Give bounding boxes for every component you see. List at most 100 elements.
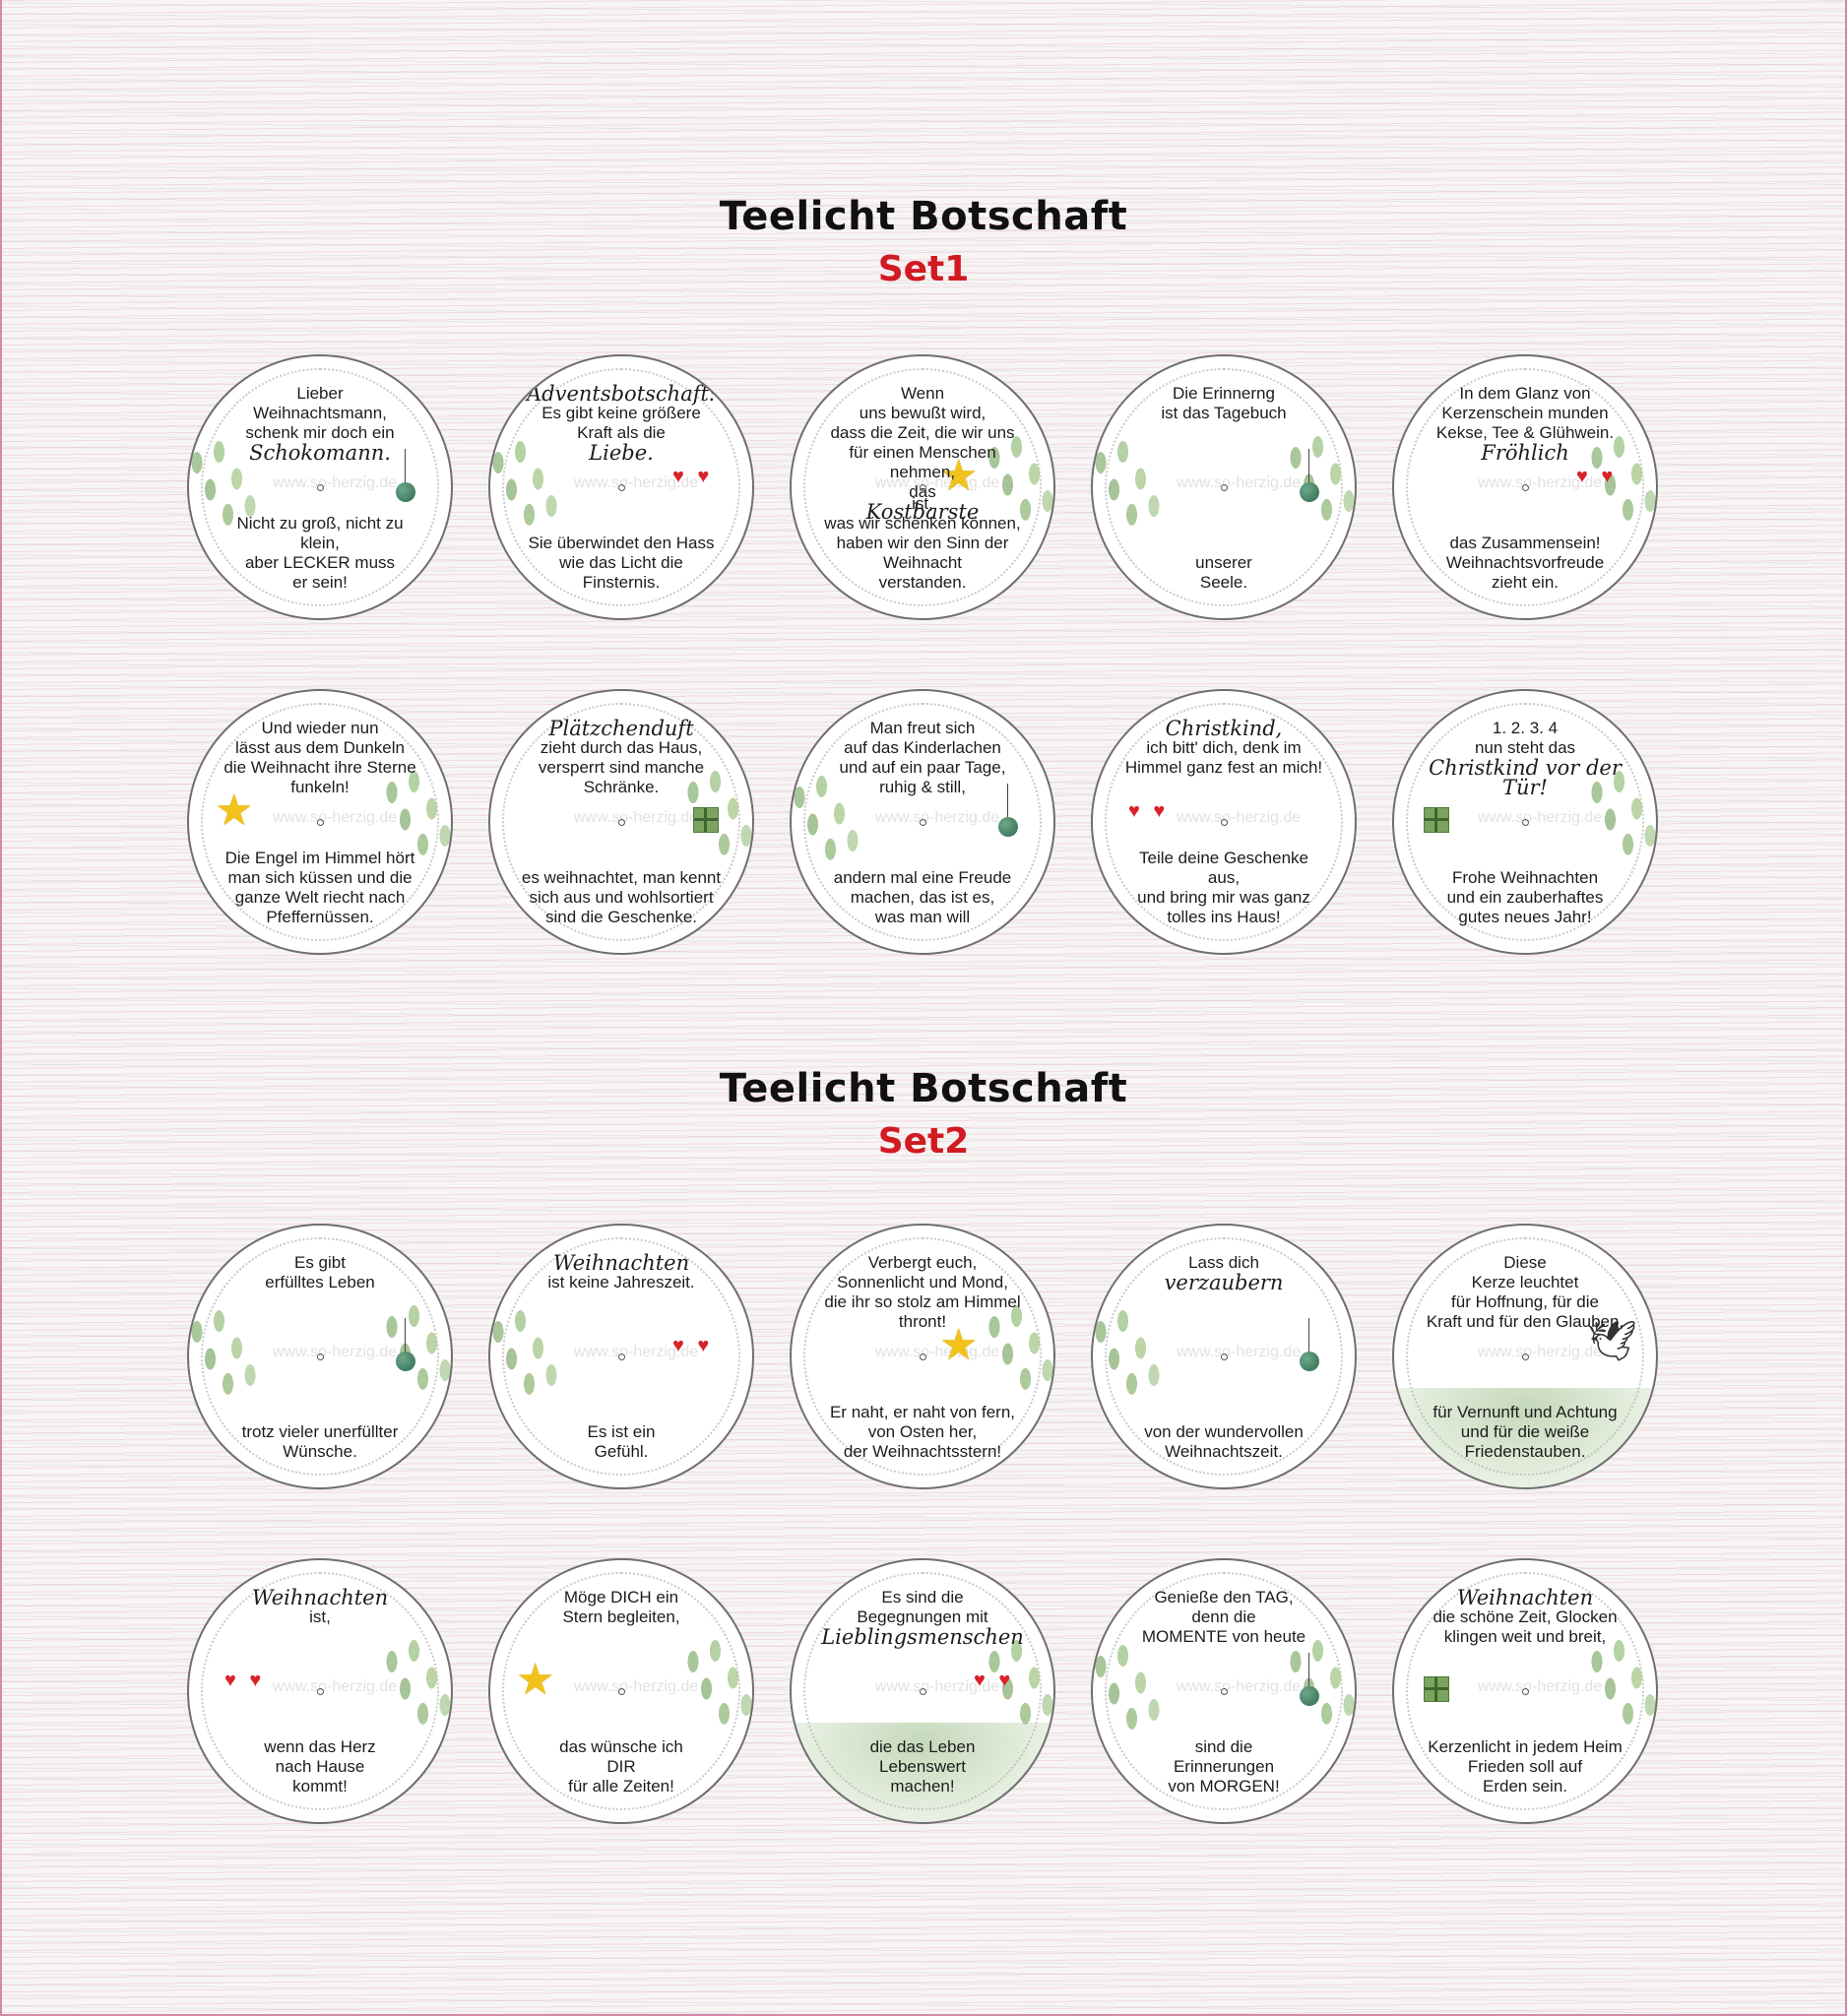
message-bottom: Frohe Weihnachten und ein zauberhaftes gut… (1446, 868, 1604, 926)
message-bottom: Kerzenlicht in jedem Heim Frieden soll au… (1428, 1737, 1623, 1796)
frame-right (1845, 0, 1847, 2016)
hearts-icon: ♥ ♥ (672, 466, 714, 487)
message-bottom: ist, was wir schenken können, haben wir de… (824, 494, 1021, 592)
message-top: Christkind, ich bitt' dich, denk im Himmel… (1122, 719, 1325, 778)
message-bottom: von der wundervollen Weihnachtszeit. (1144, 1422, 1304, 1461)
message-top-text: Genieße den TAG, denn die MOMENTE von heut… (1141, 1588, 1306, 1646)
message-top: Weihnachten die schöne Zeit, Glocken kling… (1424, 1588, 1626, 1647)
script-accent: Liebe. (589, 441, 654, 465)
set-2: Teelicht Botschaft Set2 (0, 1065, 1847, 1164)
wick-hole-icon (618, 819, 625, 826)
dove-icon: 🕊 (1587, 1320, 1637, 1363)
message-top-text: ist keine Jahreszeit. (547, 1273, 695, 1292)
watermark: www.so-herzig.de (1477, 809, 1603, 826)
message-top-text: Es gibt keine größere Kraft als die (541, 404, 701, 442)
tealight-label: www.so-herzig.de Genieße den TAG, denn die… (1091, 1558, 1357, 1824)
wick-hole-icon (920, 819, 926, 826)
leaf-branch-icon (374, 1294, 451, 1403)
hearts-icon: ♥ ♥ (1576, 466, 1618, 487)
wick-hole-icon (1522, 819, 1529, 826)
message-bottom: das wünsche ich DIR für alle Zeiten! (559, 1737, 683, 1796)
star-icon: ★ (516, 1656, 555, 1704)
script-accent: Schokomann. (249, 441, 391, 465)
script-accent: Lieblingsmenschen (821, 1625, 1024, 1649)
tealight-label: www.so-herzig.de ♥ ♥ Es sind die Begegnunge… (790, 1558, 1055, 1824)
tealight-label: www.so-herzig.de Lieber Weihnachtsmann, sch… (187, 354, 453, 620)
message-bottom: für Vernunft und Achtung und für die weiß… (1433, 1403, 1618, 1461)
tealight-label: www.so-herzig.de ★ Möge DICH ein Stern begl… (488, 1558, 754, 1824)
message-bottom: Teile deine Geschenke aus, und bring mir … (1137, 849, 1310, 926)
watermark: www.so-herzig.de (272, 809, 398, 826)
leaf-branch-icon (189, 1299, 268, 1408)
message-top: Genieße den TAG, denn die MOMENTE von heut… (1122, 1588, 1325, 1647)
bauble-icon (1300, 449, 1319, 502)
message-top-text: ist, (309, 1607, 331, 1626)
hearts-icon: ♥ ♥ (1128, 800, 1170, 822)
script-heading: Weihnachten (251, 1586, 389, 1609)
gift-icon (1424, 1676, 1449, 1702)
tealight-label: www.so-herzig.de ★ Wenn uns bewußt wird, das… (790, 354, 1055, 620)
message-top: Es sind die Begegnungen mit Lieblingsmensc… (821, 1588, 1024, 1649)
gift-icon (693, 807, 719, 833)
message-top-text: ich bitt' dich, denk im Himmel ganz fest … (1124, 738, 1323, 777)
message-top-text: Wenn uns bewußt wird, dass die Zeit, die w… (830, 384, 1015, 501)
watermark: www.so-herzig.de (272, 1344, 398, 1360)
wick-hole-icon (618, 484, 625, 491)
bauble-icon (1300, 1653, 1319, 1706)
message-top: Weihnachten ist keine Jahreszeit. (520, 1253, 723, 1292)
watermark: www.so-herzig.de (573, 1678, 699, 1695)
leaf-branch-icon (675, 1629, 752, 1737)
watermark: www.so-herzig.de (874, 809, 1000, 826)
message-top-text: Die Erinnerng ist das Tagebuch (1161, 384, 1287, 422)
leaf-branch-icon (490, 430, 569, 538)
wick-hole-icon (317, 819, 324, 826)
gift-icon (1424, 807, 1449, 833)
star-icon: ★ (939, 452, 979, 500)
leaf-branch-icon (374, 760, 451, 868)
message-top-text: Diese Kerze leuchtet für Hoffnung, für die… (1426, 1253, 1624, 1331)
leaf-branch-icon (977, 1294, 1053, 1403)
message-bottom: es weihnachtet, man kennt sich aus und wo… (521, 868, 722, 926)
watermark: www.so-herzig.de (573, 1344, 699, 1360)
message-top-text: Es sind die Begegnungen mit (857, 1588, 988, 1626)
tealight-label: www.so-herzig.de Man freut sich auf das Ki… (790, 689, 1055, 955)
script-accent: Christkind vor der Tür! (1429, 756, 1622, 799)
set-label: Set1 (877, 249, 970, 289)
message-bottom: Es ist ein Gefühl. (587, 1422, 656, 1461)
watermark: www.so-herzig.de (1176, 1678, 1302, 1695)
leaf-branch-icon (1093, 1299, 1172, 1408)
tealight-label: www.so-herzig.de ♥ ♥ In dem Glanz von Kerze… (1392, 354, 1658, 620)
watermark: www.so-herzig.de (874, 1678, 1000, 1695)
wick-hole-icon (1221, 484, 1228, 491)
message-top: In dem Glanz von Kerzenschein munden Kekse… (1424, 384, 1626, 464)
tealight-label: www.so-herzig.de 1. 2. 3. 4 nun steht das C… (1392, 689, 1658, 955)
tealight-label: www.so-herzig.de Die Erinnerng ist das Tag… (1091, 354, 1357, 620)
message-top: 1. 2. 3. 4 nun steht das Christkind vor de… (1424, 719, 1626, 799)
leaf-branch-icon (977, 1629, 1053, 1737)
leaf-branch-icon (1093, 1634, 1172, 1742)
message-top: Es gibt erfülltes Leben (219, 1253, 421, 1292)
message-bottom: die das Leben Lebenswert machen! (869, 1737, 976, 1796)
message-top-text: Verbergt euch, Sonnenlicht und Mond, die i… (824, 1253, 1021, 1331)
watermark: www.so-herzig.de (1477, 1344, 1603, 1360)
wick-hole-icon (1221, 819, 1228, 826)
set-title: Teelicht Botschaft (719, 1066, 1128, 1111)
watermark: www.so-herzig.de (1176, 474, 1302, 491)
message-top: Verbergt euch, Sonnenlicht und Mond, die i… (821, 1253, 1024, 1332)
message-top: Lass dich verzaubern (1122, 1253, 1325, 1293)
leaf-branch-icon (374, 1629, 451, 1737)
watermark: www.so-herzig.de (1477, 474, 1603, 491)
watermark: www.so-herzig.de (1176, 1344, 1302, 1360)
wick-hole-icon (317, 1354, 324, 1360)
message-top: Die Erinnerng ist das Tagebuch (1122, 384, 1325, 423)
message-top: Möge DICH ein Stern begleiten, (520, 1588, 723, 1627)
hearts-icon: ♥ ♥ (224, 1670, 266, 1691)
script-heading: Adventsbotschaft: (526, 382, 717, 406)
wick-hole-icon (1221, 1688, 1228, 1695)
watermark: www.so-herzig.de (573, 809, 699, 826)
message-top: Diese Kerze leuchtet für Hoffnung, für die… (1424, 1253, 1626, 1332)
wick-hole-icon (920, 484, 926, 491)
leaf-branch-icon (1579, 425, 1656, 534)
message-bottom: wenn das Herz nach Hause kommt! (264, 1737, 376, 1796)
tealight-label: www.so-herzig.de ★ Verbergt euch, Sonnenlic… (790, 1224, 1055, 1489)
